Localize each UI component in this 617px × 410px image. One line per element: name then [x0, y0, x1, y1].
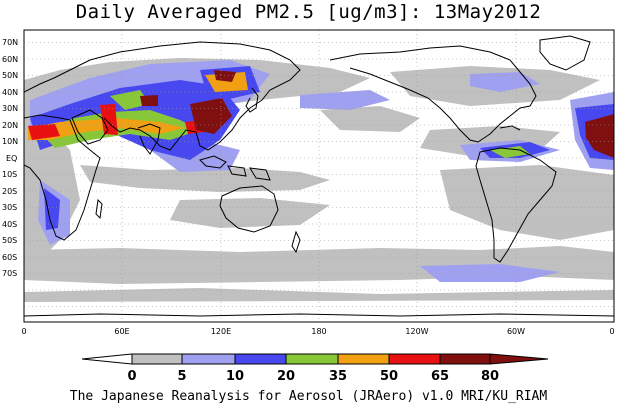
- colorbar-label: 20: [277, 369, 295, 384]
- lon-label: 0: [609, 327, 614, 336]
- pm25-fields: [24, 58, 614, 302]
- colorbar-label: 80: [481, 369, 499, 384]
- footer-credit: The Japanese Reanalysis for Aerosol (JRA…: [69, 389, 548, 404]
- lat-label: 30S: [2, 203, 17, 212]
- pm25-green-band: [38, 90, 530, 158]
- lat-label: 60S: [2, 253, 17, 262]
- colorbar: 0 5 10 20 35 50 65 80: [81, 353, 549, 384]
- lon-label: 120W: [405, 327, 428, 336]
- lon-label: 180: [311, 327, 326, 336]
- lat-label: 70N: [2, 38, 18, 47]
- lat-label: 20N: [2, 121, 18, 130]
- colorbar-segment: [182, 354, 235, 364]
- lat-label: 20S: [2, 187, 17, 196]
- colorbar-label: 0: [127, 369, 136, 384]
- gridlines: [24, 30, 614, 322]
- lat-label: 40N: [2, 88, 18, 97]
- lat-label: 10S: [2, 170, 17, 179]
- lat-label: 50S: [2, 236, 17, 245]
- colorbar-label: 10: [226, 369, 244, 384]
- lat-label: 60N: [2, 55, 18, 64]
- lat-labels: 70N 60N 50N 40N 30N 20N 10N EQ 10S 20S 3…: [2, 38, 18, 278]
- lon-label: 60W: [507, 327, 525, 336]
- colorbar-segment: [235, 354, 286, 364]
- lon-label: 60E: [114, 327, 129, 336]
- colorbar-label: 50: [380, 369, 398, 384]
- colorbar-label: 5: [177, 369, 186, 384]
- colorbar-label: 65: [431, 369, 449, 384]
- lat-label: EQ: [6, 154, 17, 163]
- colorbar-label: 35: [329, 369, 347, 384]
- lon-labels: 0 60E 120E 180 120W 60W 0: [21, 327, 614, 336]
- coastlines: [24, 35, 614, 317]
- lon-label: 0: [21, 327, 26, 336]
- lon-label: 120E: [211, 327, 231, 336]
- map-title: Daily Averaged PM2.5 [ug/m3]: 13May2012: [75, 1, 542, 23]
- colorbar-segment: [389, 354, 440, 364]
- colorbar-segment: [286, 354, 338, 364]
- lat-label: 50N: [2, 71, 18, 80]
- lat-label: 10N: [2, 137, 18, 146]
- lat-label: 70S: [2, 269, 17, 278]
- colorbar-segment: [132, 354, 182, 364]
- map-frame: [23, 29, 615, 323]
- colorbar-segment: [338, 354, 389, 364]
- lat-label: 40S: [2, 220, 17, 229]
- colorbar-segment: [82, 354, 132, 364]
- colorbar-segment: [440, 354, 548, 364]
- lat-label: 30N: [2, 104, 18, 113]
